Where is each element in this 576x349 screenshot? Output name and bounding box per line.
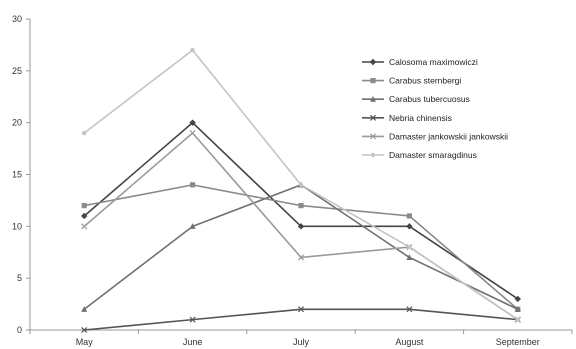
x-tick-label: August <box>395 337 424 347</box>
data-point <box>297 223 305 230</box>
series-6 <box>82 47 520 322</box>
y-tick-label: 20 <box>12 118 22 128</box>
legend-label: Damaster jankowskii jankowskii <box>389 131 508 141</box>
y-tick-label: 15 <box>12 170 22 180</box>
legend-label: Calosoma maximowiczi <box>389 57 478 67</box>
legend-label: Damaster smaragdinus <box>389 150 477 160</box>
data-point <box>82 130 87 136</box>
axes <box>29 19 572 331</box>
data-point <box>514 295 521 303</box>
data-point <box>189 316 196 323</box>
legend-item: Damaster smaragdinus <box>362 150 477 160</box>
series-2 <box>81 182 521 312</box>
data-point <box>406 223 413 230</box>
y-tick-label: 25 <box>12 66 22 76</box>
data-point <box>514 306 521 312</box>
x-axis-ticks: May June July August September <box>29 330 573 347</box>
data-point <box>406 213 412 219</box>
legend-marker <box>369 133 377 140</box>
data-point <box>515 317 520 322</box>
data-point <box>190 182 196 188</box>
legend-item: Carabus tubercuosus <box>362 94 470 104</box>
legend-item: Damaster jankowskii jankowskii <box>362 131 508 141</box>
data-point <box>189 130 196 137</box>
x-tick-label: July <box>293 337 310 347</box>
series-3 <box>81 181 521 312</box>
legend-marker <box>370 78 376 84</box>
data-point <box>81 306 88 312</box>
data-point <box>81 223 88 230</box>
legend: Calosoma maximowiczi Carabus sternbergi Ca… <box>362 57 508 160</box>
y-tick-label: 30 <box>12 14 22 24</box>
x-tick-label: September <box>496 337 540 347</box>
legend-marker <box>370 96 376 102</box>
x-tick-label: May <box>76 337 94 347</box>
data-point <box>407 244 412 250</box>
y-tick-label: 10 <box>12 221 22 231</box>
series-1 <box>81 119 521 303</box>
data-point <box>189 119 196 126</box>
legend-marker <box>370 152 376 158</box>
legend-label: Nebria chinensis <box>389 113 452 123</box>
series-4 <box>81 306 521 334</box>
data-point <box>190 47 195 53</box>
y-tick-label: 0 <box>17 325 22 335</box>
data-point <box>189 223 196 229</box>
legend-item: Calosoma maximowiczi <box>362 57 478 67</box>
legend-item: Nebria chinensis <box>362 113 452 123</box>
x-tick-label: June <box>183 337 203 347</box>
legend-marker <box>369 114 377 121</box>
legend-item: Carabus sternbergi <box>362 76 461 86</box>
data-point <box>297 306 305 313</box>
data-point <box>406 306 413 313</box>
data-point <box>298 203 304 209</box>
legend-marker <box>369 58 377 66</box>
legend-label: Carabus tubercuosus <box>389 94 470 104</box>
data-point <box>297 254 305 261</box>
data-point <box>406 254 413 261</box>
data-point <box>81 203 87 209</box>
y-tick-label: 5 <box>17 273 22 283</box>
y-axis-ticks: 0 5 10 15 20 25 30 <box>12 14 30 335</box>
series-line <box>84 308 518 331</box>
data-point <box>81 212 88 220</box>
data-point <box>81 326 88 334</box>
data-point <box>298 182 304 188</box>
legend-label: Carabus sternbergi <box>389 76 461 86</box>
series-lines <box>81 47 521 334</box>
